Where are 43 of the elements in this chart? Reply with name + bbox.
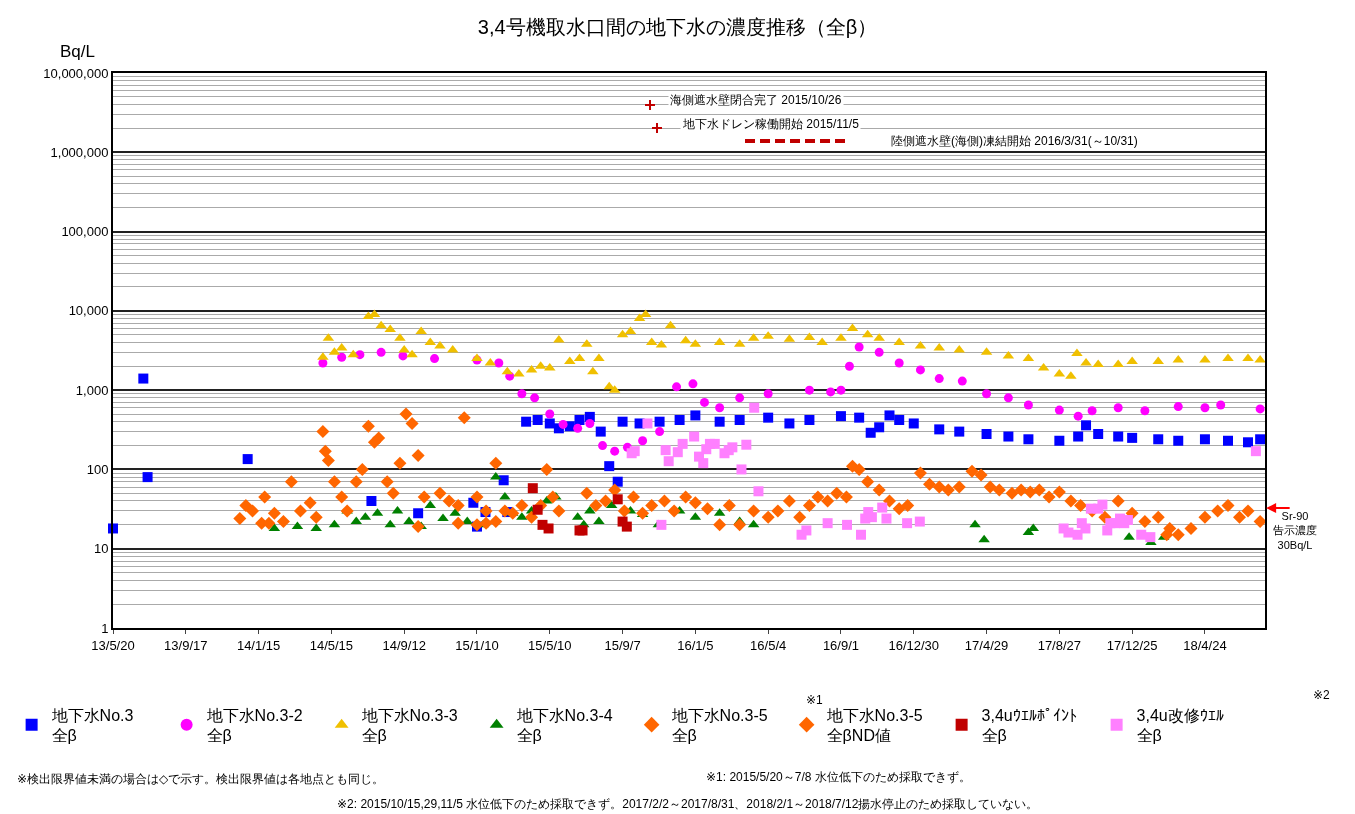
legend-label: 地下水No.3-5 全βND値 — [825, 706, 923, 745]
y-tick-label: 1,000 — [75, 382, 109, 398]
legend-label: 地下水No.3-4 全β — [515, 706, 613, 745]
text: ※検出限界値未満の場合は◇で示す。検出限界値は各地点とも同じ。 — [17, 772, 385, 786]
legend-label: 地下水No.3-2 全β — [205, 706, 303, 745]
x-tick-label: 16/12/30 — [888, 637, 940, 653]
x-tick-label: 13/9/17 — [164, 637, 208, 653]
y-tick-label: 100,000 — [61, 224, 109, 240]
y-axis-title: Bq/L — [60, 42, 95, 61]
x-tick-label: 15/1/10 — [455, 637, 499, 653]
annotation: 陸側遮水壁(海側)凍結開始 2016/3/31(～10/31) — [891, 134, 1138, 148]
x-tick-label: 15/9/7 — [604, 637, 641, 653]
x-tick-label: 18/4/24 — [1183, 637, 1227, 653]
x-tick-label: 17/4/29 — [964, 637, 1009, 653]
legend-label: 3,4uｳｴﾙﾎﾟｲﾝﾄ全β — [981, 706, 1077, 745]
x-tick-label: 15/5/10 — [528, 637, 572, 653]
y-tick-label: 10 — [93, 541, 109, 557]
y-tick-label: 1 — [101, 620, 109, 636]
x-tick-label: 16/9/1 — [822, 637, 860, 653]
x-tick-label: 14/5/15 — [309, 637, 354, 653]
annotation: 海側遮水壁閉合完了 2015/10/26 — [670, 93, 842, 107]
legend-label: 地下水No.3-5 全β — [670, 706, 768, 745]
x-tick-label: 14/9/12 — [382, 637, 426, 653]
text: ※1 — [806, 693, 824, 707]
annotation: 地下水ドレン稼働開始 2015/11/5 — [682, 117, 860, 131]
legend-label: 地下水No.3-3 全β — [360, 706, 458, 745]
x-tick-label: 17/12/25 — [1106, 637, 1158, 653]
x-tick-label: 14/1/15 — [236, 637, 281, 653]
y-tick-label: 100 — [86, 461, 109, 477]
x-tick-label: 16/1/5 — [677, 637, 714, 653]
text: ※1: 2015/5/20～7/8 水位低下のため採取できず。 — [706, 770, 971, 784]
y-tick-label: 10,000 — [68, 303, 109, 319]
legend-label: 3,4u改修ｳｴﾙ全β — [1136, 706, 1224, 745]
x-tick-label: 13/5/20 — [91, 637, 135, 653]
x-tick-label: 17/8/27 — [1037, 637, 1082, 653]
chart-title: 3,4号機取水口間の地下水の濃度推移（全β） — [477, 16, 878, 39]
text: Sr-90 告示濃度 30Bq/L — [1273, 510, 1317, 551]
text: ※2 — [1313, 688, 1331, 702]
text: ※2: 2015/10/15,29,11/5 水位低下のため採取できず。2017/2/2～2017/8/31、2018/2/1～2018/7/12揚水停止のため採取していない。 — [337, 797, 1039, 811]
x-tick-label: 16/5/4 — [750, 637, 787, 653]
y-tick-label: 1,000,000 — [50, 144, 109, 160]
legend-label: 地下水No.3 全β — [50, 706, 134, 745]
y-tick-label: 10,000,000 — [43, 65, 109, 81]
